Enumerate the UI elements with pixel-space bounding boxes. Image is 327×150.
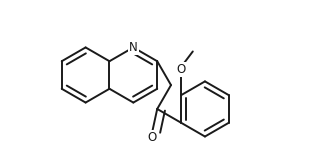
Text: N: N [129,41,138,54]
Text: O: O [148,130,157,144]
Text: O: O [177,63,186,76]
